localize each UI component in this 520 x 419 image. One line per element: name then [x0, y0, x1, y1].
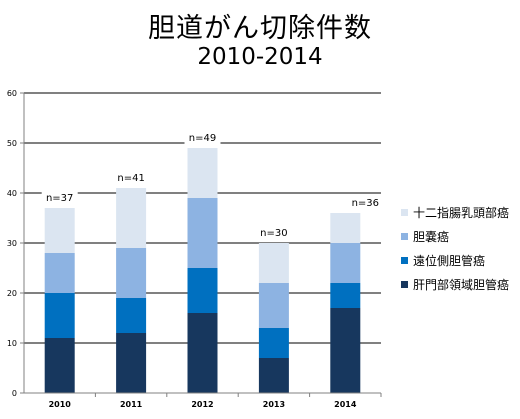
y-tick-label: 20 — [7, 289, 17, 298]
y-tick-label: 60 — [7, 89, 17, 98]
x-tick-label: 2013 — [263, 400, 285, 409]
total-label: n=41 — [117, 173, 144, 184]
x-tick-label: 2014 — [334, 400, 357, 409]
bar-segment — [330, 283, 361, 308]
y-tick-labels: 0 10 20 30 40 50 60 — [7, 89, 17, 398]
x-tick-label: 2012 — [191, 400, 213, 409]
bar-segment — [44, 338, 75, 393]
bar-segment — [258, 243, 289, 283]
total-labels: n=37 n=41 n=49 n=30 n=36 — [41, 131, 384, 239]
total-label-bg — [347, 196, 384, 209]
bar-segment — [187, 313, 218, 393]
legend-swatch — [401, 233, 408, 240]
legend-swatch — [401, 281, 408, 288]
x-tick-label: 2010 — [49, 400, 72, 409]
bar-segment — [258, 358, 289, 393]
total-label-bg — [255, 226, 292, 239]
total-label: n=37 — [46, 193, 73, 204]
total-label-bg — [41, 191, 78, 204]
bar-segment — [330, 308, 361, 393]
legend-label: 遠位側胆管癌 — [413, 253, 485, 268]
y-tick-label: 30 — [7, 239, 17, 248]
chart-subtitle: 2010-2014 — [197, 44, 323, 70]
bar-segment — [330, 243, 361, 283]
bar-segment — [330, 213, 361, 243]
legend-swatch — [401, 209, 408, 216]
y-tick-label: 40 — [7, 189, 17, 198]
bar-segment — [116, 298, 147, 333]
chart-title: 胆道がん切除件数 — [148, 13, 372, 44]
total-label-bg — [113, 171, 150, 184]
y-tick-label: 0 — [12, 389, 17, 398]
x-tick-labels: 2010 2011 2012 2013 2014 — [49, 400, 357, 409]
bar-segment — [187, 148, 218, 198]
legend-swatch — [401, 257, 408, 264]
total-label-bg — [184, 131, 221, 144]
y-tick-label: 10 — [7, 339, 17, 348]
bar-segment — [187, 268, 218, 313]
total-label: n=30 — [260, 228, 287, 239]
x-tick-label: 2011 — [120, 400, 143, 409]
bar-segment — [187, 198, 218, 268]
bar-segment — [116, 188, 147, 248]
bar-segment — [258, 328, 289, 358]
bar-segment — [44, 293, 75, 338]
legend-label: 十二指腸乳頭部癌 — [413, 205, 509, 220]
y-tick-label: 50 — [7, 139, 17, 148]
bar-segment — [116, 333, 147, 393]
legend-label: 胆嚢癌 — [413, 229, 449, 244]
bars — [44, 148, 361, 393]
bar-segment — [44, 208, 75, 253]
bar-segment — [258, 283, 289, 328]
total-label: n=49 — [189, 133, 216, 144]
bar-segment — [44, 253, 75, 293]
total-label: n=36 — [352, 198, 379, 209]
bar-segment — [116, 248, 147, 298]
legend-label: 肝門部領域胆管癌 — [413, 277, 509, 292]
